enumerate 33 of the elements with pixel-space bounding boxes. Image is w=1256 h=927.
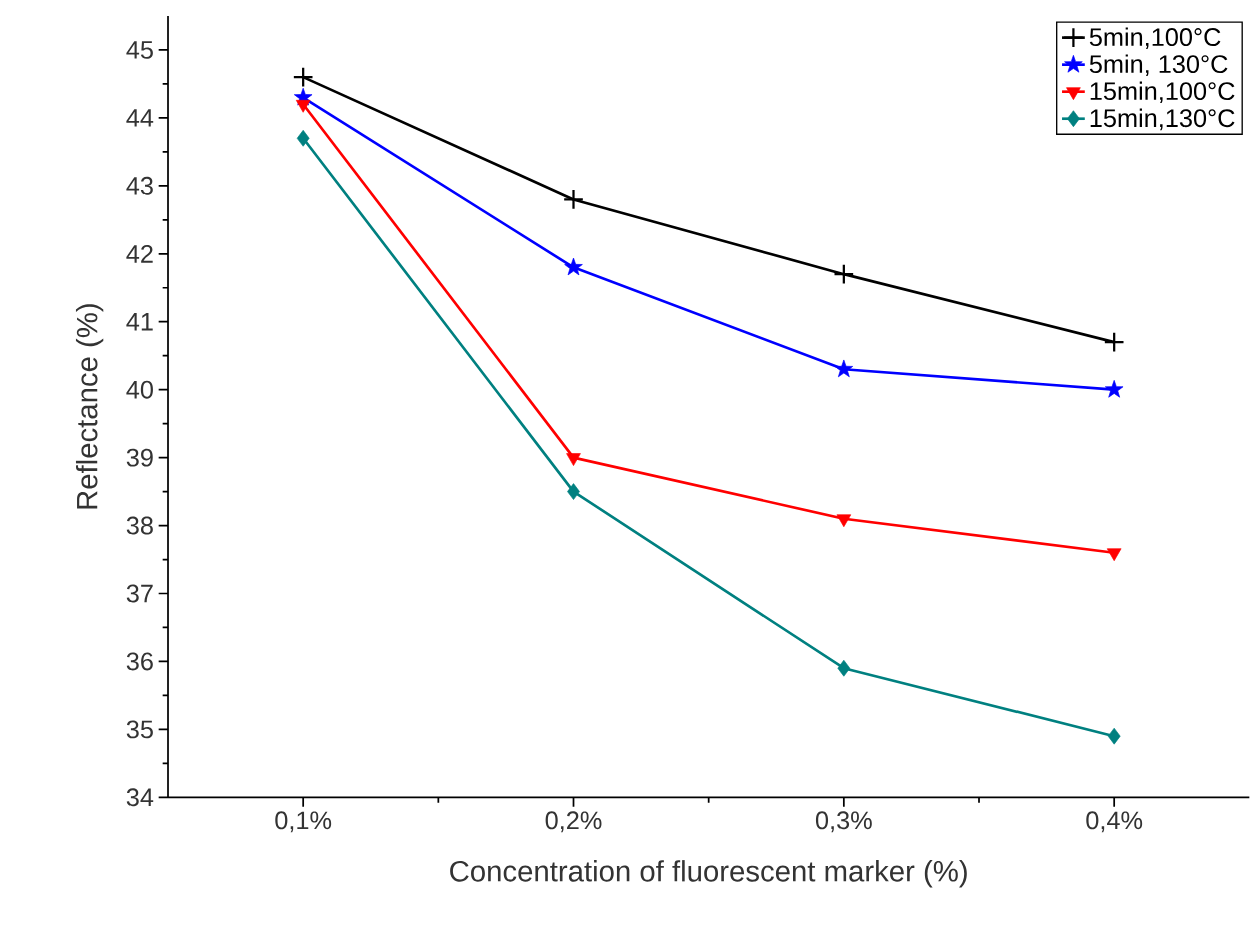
point <box>834 359 854 378</box>
point <box>836 514 852 528</box>
point <box>564 190 583 209</box>
x-tick-label: 0,1% <box>275 811 332 833</box>
point <box>296 130 310 147</box>
x-tick-label: 0,3% <box>815 811 872 833</box>
point <box>1104 380 1124 398</box>
y-tick-label: 43 <box>126 177 153 195</box>
point <box>837 660 851 677</box>
y-tick-label: 45 <box>126 41 153 59</box>
point <box>1106 548 1122 562</box>
legend-label: 15min,130°C <box>1090 108 1235 131</box>
y-tick-label: 34 <box>126 788 154 807</box>
point <box>1107 728 1121 745</box>
x-axis-title: Concentration of fluorescent marker (%) <box>450 860 967 888</box>
y-tick-label: 42 <box>126 245 153 263</box>
point <box>566 453 581 467</box>
y-tick-label: 39 <box>126 448 153 467</box>
x-tick-label: 0,2% <box>545 811 602 833</box>
y-axis-title: Reflectance (%) <box>75 304 104 509</box>
x-tick-label: 0,4% <box>1086 811 1143 833</box>
y-tick-label: 40 <box>126 380 153 399</box>
legend-label: 15min,100°C <box>1090 81 1235 104</box>
y-tick-label: 38 <box>126 516 153 535</box>
legend-label: 5min, 130°C <box>1089 54 1228 77</box>
y-tick-label: 35 <box>126 720 153 739</box>
legend-label: 5min,100°C <box>1089 27 1221 50</box>
y-tick-label: 41 <box>126 313 153 331</box>
y-tick-label: 37 <box>126 584 153 603</box>
y-tick-label: 36 <box>126 652 153 671</box>
y-tick-label: 44 <box>126 109 154 127</box>
point <box>564 257 583 276</box>
point <box>567 483 580 501</box>
